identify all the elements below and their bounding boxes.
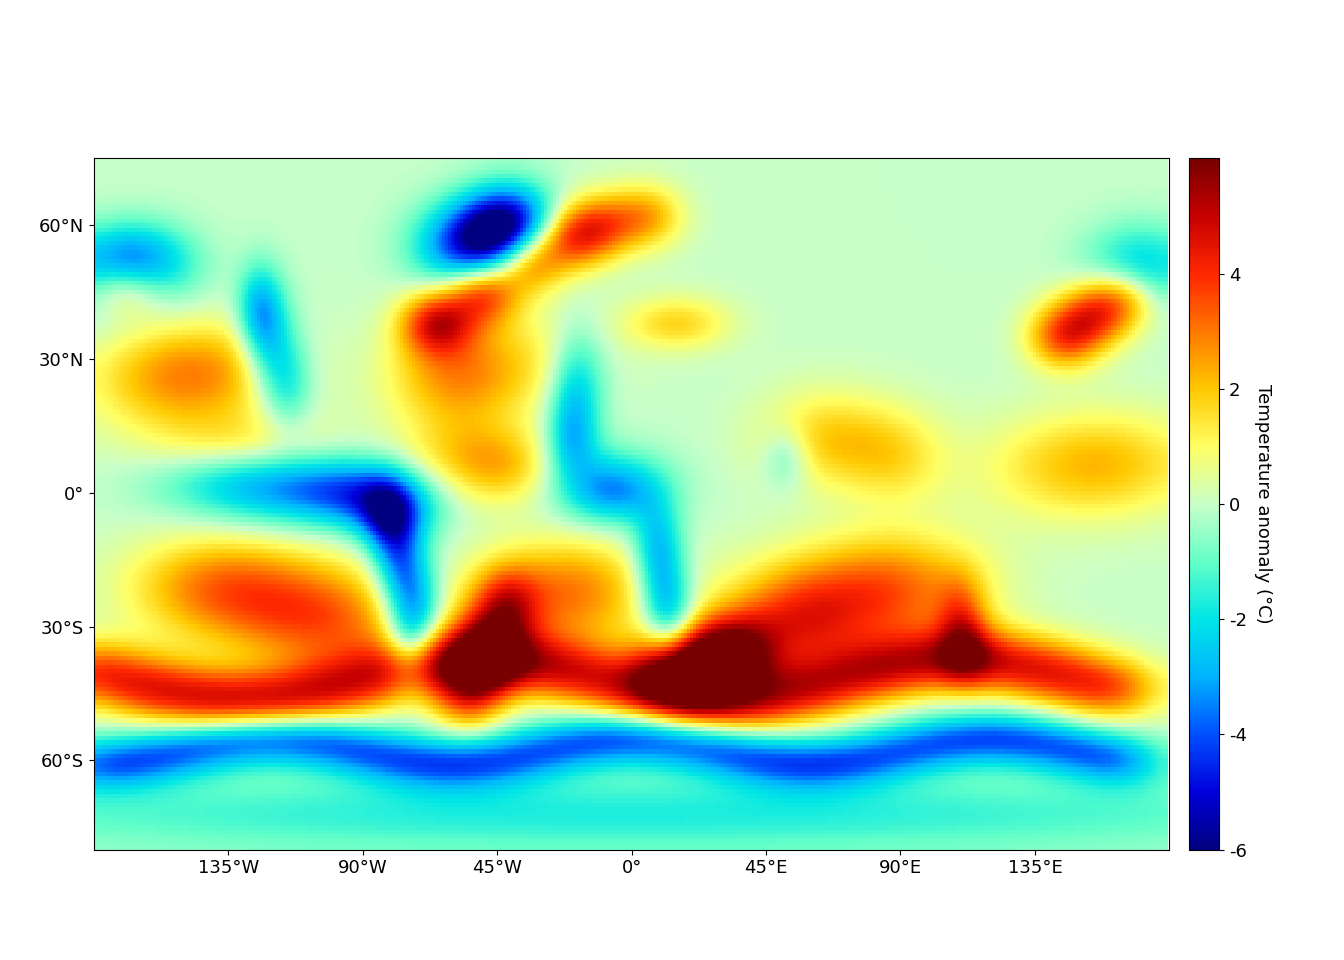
Y-axis label: Temperature anomaly (°C): Temperature anomaly (°C) [1254,384,1271,624]
